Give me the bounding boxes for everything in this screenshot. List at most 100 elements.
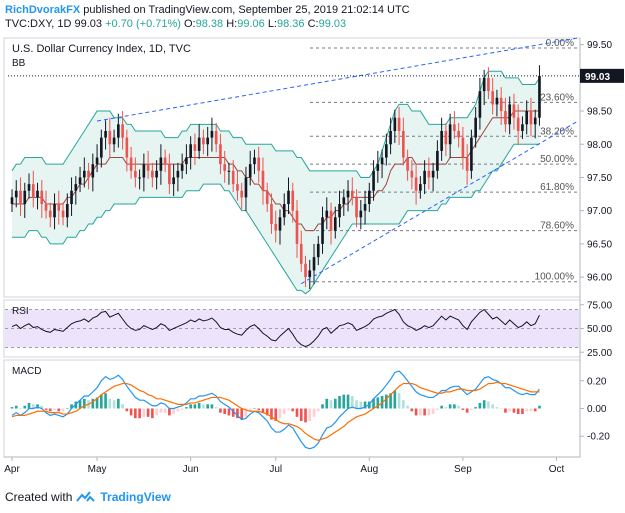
macd-histogram-bar xyxy=(10,407,14,409)
created-with: Created with xyxy=(5,490,73,504)
macd-histogram-bar xyxy=(321,404,324,409)
macd-histogram-bar xyxy=(65,408,69,409)
macd-histogram-bar xyxy=(355,400,358,409)
fib-level-label: 23.60% xyxy=(540,92,574,103)
macd-histogram-bar xyxy=(516,408,520,415)
time-tick-label: Apr xyxy=(4,464,20,475)
macd-histogram-bar xyxy=(159,408,163,413)
candle-body xyxy=(321,217,324,244)
rsi-title: RSI xyxy=(12,306,29,317)
candle-body xyxy=(487,77,490,92)
price-tick-label: 97.00 xyxy=(587,206,612,217)
macd-histogram-bar xyxy=(134,408,137,419)
macd-histogram-bar xyxy=(482,400,486,409)
fib-level-label: 61.80% xyxy=(540,182,574,193)
macd-histogram-bar xyxy=(325,398,329,409)
fib-level-label: 50.00% xyxy=(540,154,574,165)
macd-histogram-bar xyxy=(470,408,473,410)
macd-histogram-bar xyxy=(359,401,363,409)
candle-body xyxy=(172,177,175,185)
macd-histogram-bar xyxy=(151,408,154,419)
macd-histogram-bar xyxy=(138,408,141,419)
candle-body xyxy=(125,137,129,158)
ohlc-h-label: H: xyxy=(226,18,238,30)
candle-body xyxy=(406,157,409,171)
candle-body xyxy=(436,150,439,171)
bb-upper-line xyxy=(11,70,540,178)
macd-histogram-bar xyxy=(508,408,512,412)
macd-histogram-bar xyxy=(350,396,354,409)
macd-title: MACD xyxy=(12,366,41,377)
candle-body xyxy=(397,117,401,131)
candle-body xyxy=(168,164,171,185)
candle-body xyxy=(304,263,307,278)
macd-histogram-bar xyxy=(329,400,333,409)
macd-histogram-bar xyxy=(146,408,150,417)
macd-histogram-bar xyxy=(129,408,133,416)
candle-body xyxy=(142,164,146,178)
author-link[interactable]: RichDvorakFX xyxy=(5,4,81,16)
macd-histogram-bar xyxy=(440,405,443,409)
macd-histogram-bar xyxy=(112,400,116,409)
macd-histogram-bar xyxy=(436,408,439,410)
macd-histogram-bar xyxy=(402,400,405,409)
macd-histogram-bar xyxy=(487,401,490,409)
candle-body xyxy=(295,210,299,244)
macd-histogram-bar xyxy=(270,408,273,420)
candle-body xyxy=(499,97,503,112)
candle-body xyxy=(91,164,95,178)
candle-body xyxy=(474,117,477,138)
macd-tick-label: 0.20 xyxy=(587,376,607,387)
macd-histogram-bar xyxy=(363,401,367,409)
macd-histogram-bar xyxy=(257,408,261,410)
macd-histogram-bar xyxy=(53,408,56,410)
trendline-upper xyxy=(96,37,579,122)
rsi-tick-label: 75.00 xyxy=(587,300,612,311)
macd-histogram-bar xyxy=(100,394,103,409)
candle-body xyxy=(44,204,48,211)
last-price-tag xyxy=(580,68,624,83)
candle-body xyxy=(419,184,422,191)
candle-body xyxy=(82,170,86,178)
candle-body xyxy=(461,137,465,158)
candle-body xyxy=(27,184,31,191)
price-tick-label: 98.00 xyxy=(587,140,612,151)
macd-histogram-bar xyxy=(448,404,452,409)
candle-body xyxy=(244,177,248,198)
macd-histogram-bar xyxy=(414,408,418,416)
macd-histogram-bar xyxy=(465,408,469,413)
tradingview-logo-icon xyxy=(76,491,96,502)
macd-histogram-bar xyxy=(529,408,533,412)
tradingview-brand[interactable]: TradingView xyxy=(100,490,171,504)
candle-body xyxy=(338,204,341,218)
macd-histogram-bar xyxy=(333,398,337,409)
macd-histogram-bar xyxy=(48,408,52,412)
macd-histogram-bar xyxy=(185,407,188,409)
macd-histogram-bar xyxy=(91,398,95,409)
candle-body xyxy=(180,164,184,171)
candle-body xyxy=(87,170,90,178)
candle-body xyxy=(240,190,244,198)
candle-body xyxy=(457,130,460,138)
ohlc-h-value: 99.06 xyxy=(237,18,265,30)
candle-body xyxy=(359,210,363,218)
macd-histogram-bar xyxy=(236,408,239,419)
candle-body xyxy=(270,204,273,224)
candle-body xyxy=(376,164,380,171)
time-tick-label: Jun xyxy=(183,464,199,475)
macd-histogram-bar xyxy=(538,405,541,409)
macd-histogram-bar xyxy=(419,408,422,416)
candle-body xyxy=(325,210,329,218)
macd-histogram-bar xyxy=(23,405,27,409)
candle-body xyxy=(185,157,188,165)
candle-body xyxy=(129,157,133,171)
macd-histogram-bar xyxy=(189,404,192,409)
macd-line xyxy=(11,370,540,450)
macd-histogram-bar xyxy=(444,407,448,409)
candle-body xyxy=(253,157,256,165)
trendline-lower xyxy=(301,120,579,285)
candle-body xyxy=(219,144,222,165)
fib-level-label: 100.00% xyxy=(535,272,575,283)
bollinger-band-fill xyxy=(12,71,540,294)
